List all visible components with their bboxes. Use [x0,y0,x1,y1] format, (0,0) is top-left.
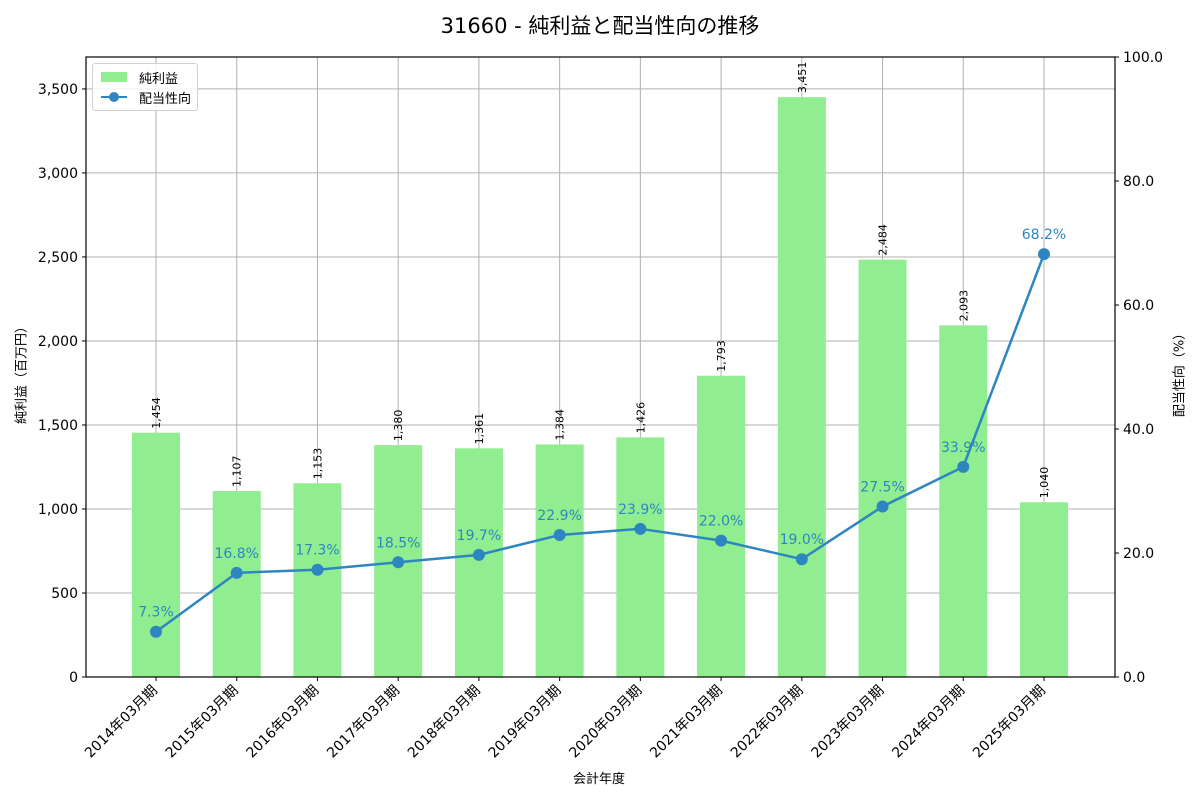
left-axis-tick-label: 1,500 [38,418,78,434]
bar-value-label: 1,426 [634,402,647,434]
payout-ratio-label: 16.8% [214,546,258,562]
payout-ratio-marker [795,553,808,566]
bar-value-label: 1,454 [150,397,163,429]
right-axis-tick-label: 20.0 [1123,546,1154,562]
bar-net-income [939,325,988,677]
legend-bar-label: 純利益 [139,71,179,87]
payout-ratio-label: 68.2% [1022,227,1066,243]
bar-net-income [616,437,665,677]
payout-ratio-label: 22.9% [537,508,581,524]
plot-frame [85,56,1116,678]
legend-item-bar: 純利益 [101,68,179,87]
x-axis-tick-label: 2014年03月期 [82,683,161,762]
bar-net-income [454,448,503,677]
payout-ratio-marker [150,625,162,638]
left-axis-tick-label: 2,000 [38,334,78,350]
payout-ratio-marker [311,563,324,576]
bar-value-label: 1,040 [1038,467,1051,499]
payout-ratio-label: 33.9% [941,440,985,456]
x-axis-tick-label: 2024年03月期 [889,683,968,762]
x-axis-tick-label: 2025年03月期 [970,683,1049,762]
y-axis-left-title: 純利益（百万円） [14,319,30,425]
payout-ratio-marker [392,556,405,569]
payout-ratio-label: 22.0% [699,514,743,530]
bar-value-label: 1,153 [311,448,324,480]
bar-value-label: 1,384 [554,409,567,441]
payout-ratio-marker [876,500,889,513]
left-axis-tick-label: 3,000 [38,166,78,182]
bar-value-label: 2,093 [957,290,970,322]
payout-ratio-marker [957,460,970,473]
bar-net-income [1020,502,1068,677]
chart-title: 31660 - 純利益と配当性向の推移 [440,14,760,38]
right-axis-tick-label: 40.0 [1123,422,1154,438]
bar-value-label: 2,484 [877,224,890,256]
payout-ratio-label: 19.7% [457,528,501,544]
payout-ratio-marker [553,529,566,542]
line-marker-icon [101,92,127,102]
payout-ratio-marker [634,522,647,535]
x-axis-tick-label: 2015年03月期 [163,683,242,762]
bar-value-label: 1,361 [473,413,486,444]
left-axis-tick-label: 1,000 [38,502,78,518]
payout-ratio-label: 18.5% [376,535,420,551]
bar-net-income [858,259,907,677]
left-axis-tick-label: 2,500 [38,250,78,266]
legend-line-label: 配当性向 [139,91,192,107]
x-axis-title: 会計年度 [573,772,626,787]
left-axis-tick-label: 500 [51,586,78,602]
payout-ratio-marker [1038,248,1050,261]
x-axis-tick-label: 2019年03月期 [486,683,565,762]
x-axis-tick-label: 2022年03月期 [728,683,807,762]
payout-ratio-marker [472,548,485,561]
left-axis-tick-label: 0 [69,670,78,686]
y-axis-right-title: 配当性向（%） [1172,326,1188,418]
payout-ratio-label: 19.0% [780,532,824,548]
bar-net-income [697,375,746,677]
bar-net-income [293,483,342,677]
payout-ratio-label: 17.3% [295,543,339,559]
bar-net-income [535,444,584,677]
x-axis-tick-label: 2017年03月期 [324,683,403,762]
bar-net-income [132,432,180,677]
right-axis-tick-label: 0.0 [1123,670,1145,686]
payout-ratio-label: 23.9% [618,502,662,518]
right-axis-tick-label: 60.0 [1123,298,1154,314]
left-axis-tick-label: 3,500 [38,82,78,98]
bar-value-label: 1,793 [715,340,728,372]
x-axis-tick-label: 2023年03月期 [809,683,888,762]
payout-ratio-line [155,253,1046,633]
right-axis-tick-label: 80.0 [1123,174,1154,190]
bar-net-income [777,97,826,678]
payout-ratio-marker [230,566,243,579]
payout-ratio-marker [715,534,728,547]
x-axis-tick-label: 2021年03月期 [647,683,726,762]
payout-ratio-label: 27.5% [860,480,904,496]
bar-value-label: 1,380 [392,410,405,442]
x-axis-tick-label: 2016年03月期 [243,683,322,762]
legend-item-line: 配当性向 [101,88,192,107]
legend: 純利益 配当性向 [92,63,198,111]
x-axis-tick-label: 2018年03月期 [405,683,484,762]
right-axis-tick-label: 100.0 [1123,50,1163,66]
bar-value-label: 1,107 [231,456,244,488]
bar-value-label: 3,451 [796,62,809,94]
bar-swatch-icon [101,72,127,82]
payout-ratio-label: 7.3% [138,605,174,621]
x-axis-tick-label: 2020年03月期 [566,683,645,762]
